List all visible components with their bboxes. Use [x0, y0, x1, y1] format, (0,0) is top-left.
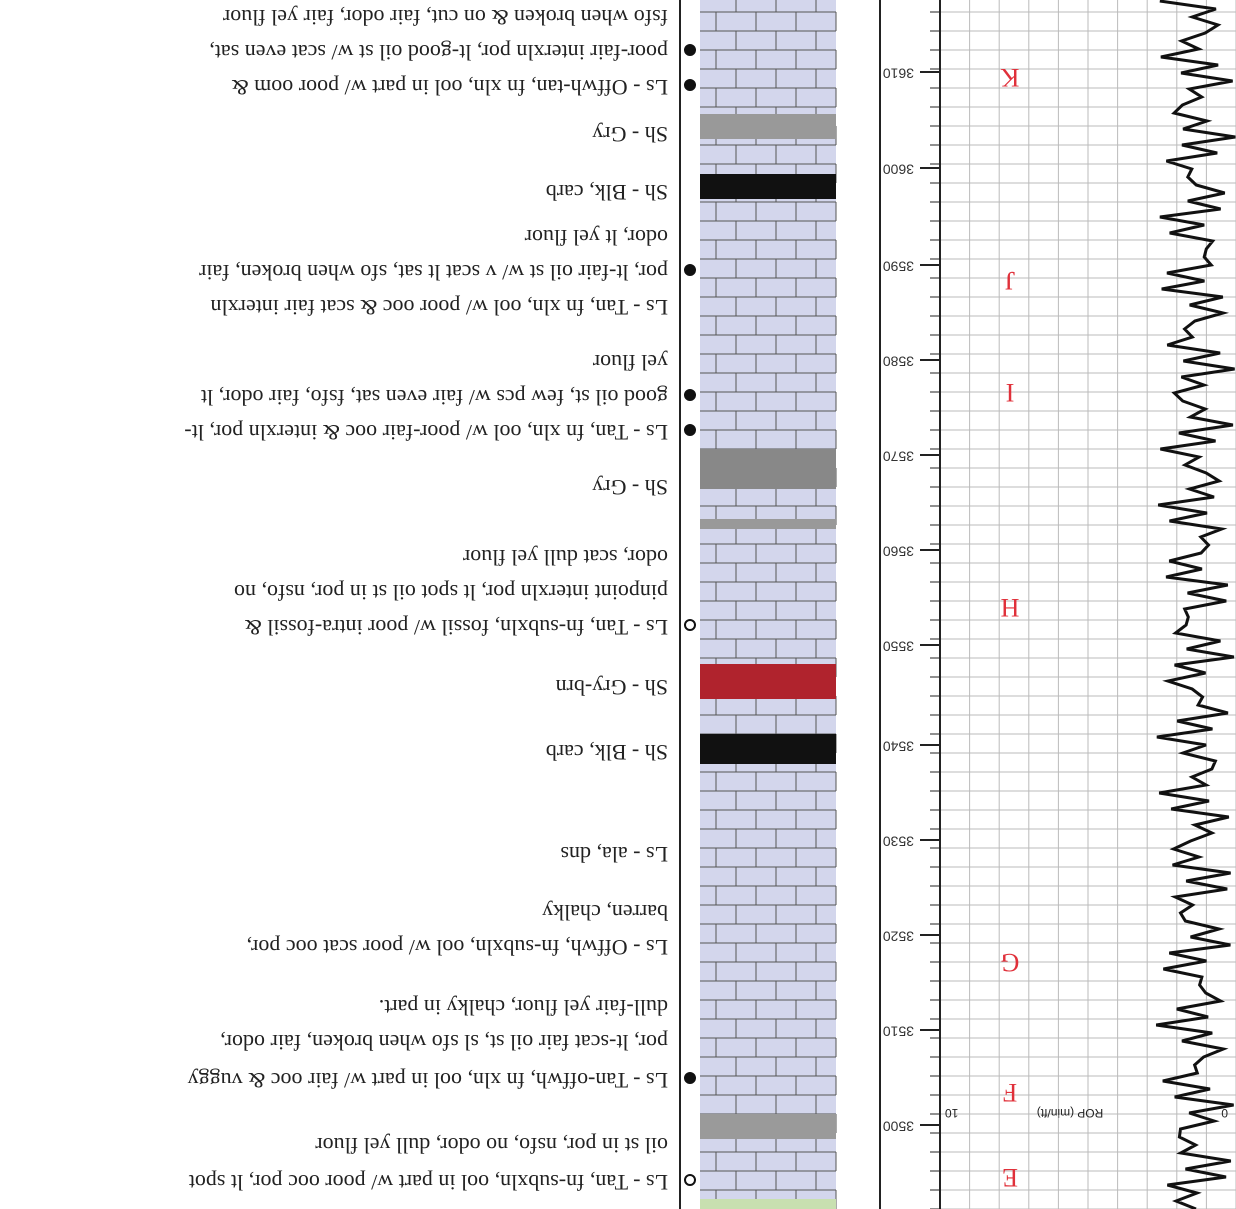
depth-label: 3500: [883, 1118, 914, 1134]
depth-label: 3600: [883, 161, 914, 177]
description: oil st in por, nsfo, no odor, dull yel f…: [315, 1133, 668, 1158]
zone-label: K: [1000, 63, 1019, 92]
description: good oil st, few pcs w/ fair even sat, f…: [201, 385, 668, 410]
description: fsfo when broken & on cut, fair odor, fa…: [222, 5, 668, 30]
description: Sh - Blk, carb: [546, 180, 668, 205]
description: Sh - Gry: [592, 122, 668, 147]
shale-band: [700, 1199, 836, 1209]
rop-min: 0: [1221, 1106, 1228, 1120]
depth-label: 3520: [883, 928, 914, 944]
shale-band: [700, 114, 836, 139]
shale-band: [700, 449, 836, 489]
shale-band: [700, 664, 836, 699]
description: Sh - Blk, carb: [546, 740, 668, 765]
description: Ls - Tan, fn-subxln, fossil w/ poor intr…: [245, 615, 668, 640]
shale-band: [700, 519, 836, 529]
depth-label: 3590: [883, 258, 914, 274]
shale-band: [700, 734, 836, 764]
rop-max: 10: [945, 1106, 959, 1120]
rop-curve: [1155, 0, 1236, 1209]
description: Ls - Tan, fn xln, ool w/ poor ooc & scat…: [210, 295, 668, 320]
depth-label: 3570: [883, 448, 914, 464]
zone-label: F: [1003, 1078, 1017, 1107]
description: Ls - ala, dns: [560, 842, 668, 867]
description: Ls - Tan, fn xln, ool w/ poor-fair ooc &…: [184, 420, 668, 445]
show-symbol: [684, 424, 696, 436]
show-symbol: [684, 619, 696, 631]
rop-grid: [940, 0, 1236, 1209]
show-symbol: [684, 264, 696, 276]
show-symbol: [684, 79, 696, 91]
description: yel fluor: [592, 350, 668, 375]
description: por, lt-fair oil st w/ v scat lt sat, sf…: [198, 260, 668, 285]
depth-label: 3610: [883, 65, 914, 81]
shale-band: [700, 174, 836, 199]
shale-band: [700, 1114, 836, 1139]
description: odor, scat dull yel fluor: [462, 545, 668, 570]
zone-label: E: [1002, 1163, 1018, 1192]
lithology: [684, 0, 837, 1209]
zone-label: G: [1001, 948, 1020, 977]
zone-label: I: [1006, 378, 1015, 407]
description: barren, chalky: [542, 900, 668, 925]
description: dull-fair yel fluor, chalky in part.: [379, 995, 668, 1020]
description: Ls - Tan, fn-subxln, ool in part w/ poor…: [189, 1170, 668, 1195]
description: Ls - Offwh-tan, fn xln, ool in part w/ p…: [232, 75, 668, 100]
show-symbol: [684, 1174, 696, 1186]
depth-label: 3550: [883, 638, 914, 654]
description: Ls - Offwh, fn-subxln, ool w/ poor scat …: [246, 935, 668, 960]
rop-label: ROP (min/ft): [1037, 1106, 1103, 1120]
depth-label: 3510: [883, 1023, 914, 1039]
depth-label: 3540: [883, 738, 914, 754]
depth-label: 3580: [883, 353, 914, 369]
description: Sh - Gry: [592, 475, 668, 500]
description: odor, lt yel fluor: [524, 225, 668, 250]
description: poor-fair interxln por, lt-good oil st w…: [209, 40, 668, 65]
show-symbol: [684, 389, 696, 401]
description: Sh - Gry-brn: [556, 675, 668, 700]
depth-label: 3530: [883, 833, 914, 849]
description: Ls - Tan-offwh, fn xln, ool in part w/ f…: [188, 1068, 668, 1093]
depth-label: 3560: [883, 543, 914, 559]
show-symbol: [684, 44, 696, 56]
zone-label: J: [1005, 266, 1015, 295]
show-symbol: [684, 1072, 696, 1084]
description: pinpoint interxln por, lt spot oil st in…: [234, 580, 668, 605]
zone-label: H: [1000, 593, 1019, 622]
description: por, lt-scat fair oil st, sl sfo when br…: [220, 1030, 668, 1055]
